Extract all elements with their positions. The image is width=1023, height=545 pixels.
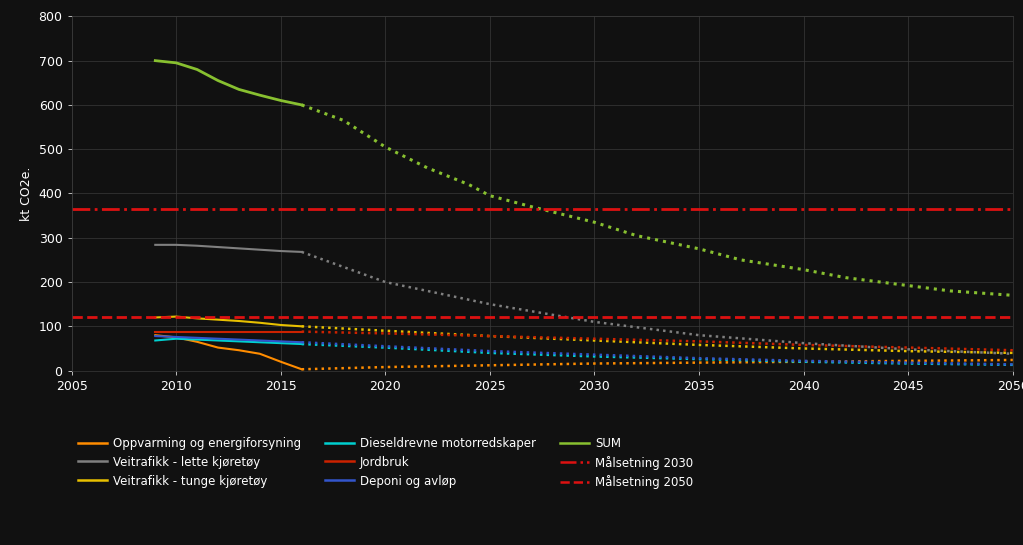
Jordbruk [233,328,246,335]
Deponi og avløp [149,333,162,340]
Deponi og avløp [274,338,286,344]
Veitrafikk - tunge kjøretøy [296,323,308,330]
Dieseldrevne motorredskaper [149,337,162,344]
Veitrafikk - lette kjøretøy [191,243,204,249]
Veitrafikk - tunge kjøretøy [274,322,286,328]
Legend: Oppvarming og energiforsyning, Veitrafikk - lette kjøretøy, Veitrafikk - tunge k: Oppvarming og energiforsyning, Veitrafik… [78,437,694,489]
Veitrafikk - tunge kjøretøy [233,318,246,324]
SUM [233,86,246,93]
SUM [212,77,224,84]
Veitrafikk - tunge kjøretøy [149,314,162,320]
SUM [149,57,162,64]
Dieseldrevne motorredskaper [170,335,182,342]
Dieseldrevne motorredskaper [233,338,246,344]
Deponi og avløp [254,337,266,344]
Line: Oppvarming og energiforsyning: Oppvarming og energiforsyning [155,335,302,370]
Line: Deponi og avløp: Deponi og avløp [155,336,302,342]
Oppvarming og energiforsyning [149,332,162,338]
Oppvarming og energiforsyning [254,350,266,357]
Dieseldrevne motorredskaper [212,337,224,344]
Veitrafikk - tunge kjøretøy [170,313,182,320]
Veitrafikk - lette kjøretøy [254,246,266,253]
Jordbruk [170,328,182,335]
SUM [170,59,182,66]
Y-axis label: kt CO2e.: kt CO2e. [20,166,33,221]
Jordbruk [191,328,204,335]
Line: SUM: SUM [155,60,302,105]
Dieseldrevne motorredskaper [274,340,286,347]
Veitrafikk - lette kjøretøy [274,248,286,255]
SUM [296,101,308,108]
Deponi og avløp [212,335,224,342]
Line: Dieseldrevne motorredskaper: Dieseldrevne motorredskaper [155,338,302,344]
Deponi og avløp [170,334,182,340]
Oppvarming og energiforsyning [296,366,308,373]
Dieseldrevne motorredskaper [254,339,266,346]
Veitrafikk - lette kjøretøy [212,244,224,250]
SUM [191,66,204,72]
Veitrafikk - tunge kjøretøy [254,319,266,326]
Dieseldrevne motorredskaper [191,336,204,343]
Veitrafikk - lette kjøretøy [296,249,308,255]
Jordbruk [254,328,266,335]
SUM [254,92,266,99]
Line: Veitrafikk - tunge kjøretøy: Veitrafikk - tunge kjøretøy [155,317,302,326]
Veitrafikk - tunge kjøretøy [191,315,204,322]
Oppvarming og energiforsyning [212,344,224,351]
Deponi og avløp [296,339,308,346]
Oppvarming og energiforsyning [170,334,182,341]
Veitrafikk - lette kjøretøy [149,241,162,248]
Veitrafikk - lette kjøretøy [233,245,246,252]
Oppvarming og energiforsyning [191,338,204,345]
SUM [274,97,286,104]
Veitrafikk - tunge kjøretøy [212,317,224,323]
Oppvarming og energiforsyning [274,359,286,365]
Deponi og avløp [233,336,246,343]
Veitrafikk - lette kjøretøy [170,241,182,248]
Jordbruk [296,328,308,335]
Deponi og avløp [191,335,204,341]
Jordbruk [212,328,224,335]
Dieseldrevne motorredskaper [296,341,308,347]
Line: Veitrafikk - lette kjøretøy: Veitrafikk - lette kjøretøy [155,245,302,252]
Jordbruk [274,328,286,335]
Oppvarming og energiforsyning [233,347,246,354]
Jordbruk [149,328,162,335]
